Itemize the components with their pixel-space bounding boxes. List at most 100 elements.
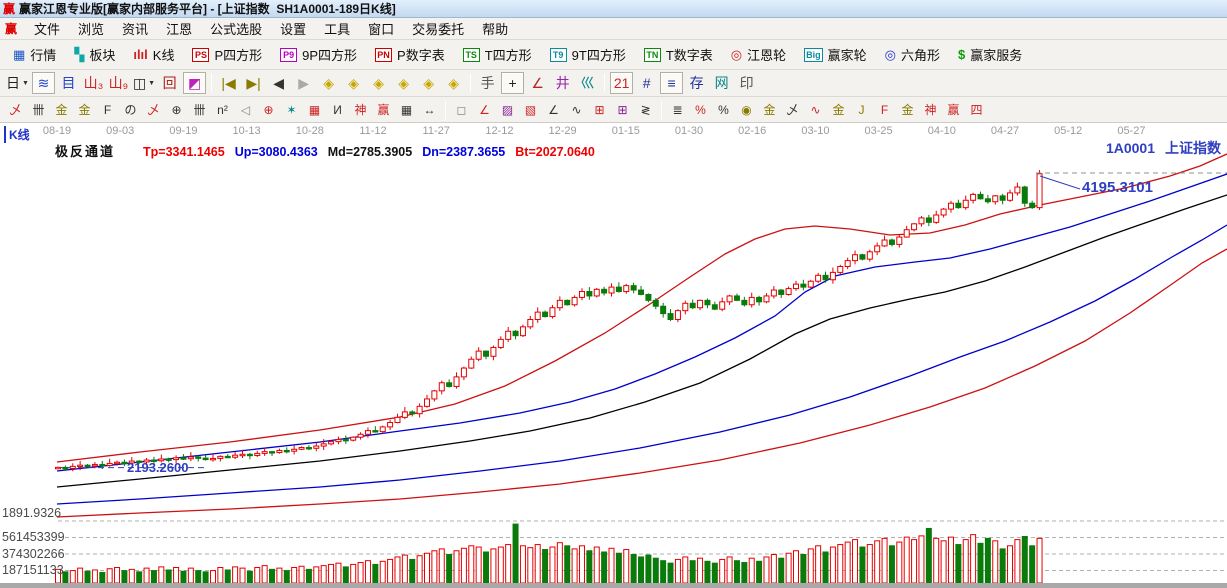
toolbar-winner-service[interactable]: $ 赢家服务 [949,45,1031,64]
circle-cross-icon[interactable]: ⊕ [263,102,274,117]
gann-frame-icon[interactable]: 回 [162,75,177,91]
four-angle-icon[interactable]: 四 [970,102,983,117]
j-angle-icon[interactable]: J [858,102,865,117]
pen-gauge-icon[interactable]: 乄 [9,102,22,117]
gold-gauge-1-icon[interactable]: 金 [55,102,68,117]
date-tick: 12-29 [548,125,577,137]
diamond-shift-left-icon[interactable]: ◈ [323,75,334,91]
gold-gauge-2-icon[interactable]: 金 [78,102,91,117]
fan-box-icon[interactable]: ▨ [501,102,514,117]
scroll-left-icon[interactable]: ◀ [273,75,284,91]
toolbar-gann-wheel[interactable]: ◎ 江恩轮 [722,45,795,64]
n-wave-icon[interactable]: И [333,102,342,117]
period-daily-dropdown-icon[interactable]: 日 ▼ [6,75,29,91]
spiral-gauge-icon[interactable]: の [124,102,137,117]
network-icon[interactable]: 网 [714,75,729,91]
gold-lines-icon[interactable]: 金 [763,102,776,117]
grid-box-icon[interactable]: ⊞ [617,102,628,117]
gold-angle-icon[interactable]: 金 [901,102,914,117]
toolbar-sectors[interactable]: ▚ 板块 [65,45,124,64]
menu-工具[interactable]: 工具 [324,22,351,37]
fan-box-2-icon[interactable]: ▧ [524,102,537,117]
gold-underline-icon[interactable]: 金 [832,102,845,117]
jump-last-icon[interactable]: ▶| [246,75,261,91]
cycle-gauge-icon[interactable]: ⊕ [171,102,182,117]
channel-lines-icon[interactable]: ≷ [640,102,651,117]
time-ruler-2-icon[interactable]: 卌 [193,102,206,117]
diamond-zoom-in-icon[interactable]: ◈ [373,75,384,91]
toolbar-winner-wheel[interactable]: Big 赢家轮 [795,45,876,64]
shen-gauge-icon[interactable]: 神 [354,102,367,117]
step-chart-3-icon[interactable]: 山₃ [83,75,104,91]
gold-circle-icon[interactable]: ◉ [741,102,752,117]
menu-帮助[interactable]: 帮助 [482,22,509,37]
minute-chart-window-icon[interactable]: ≋ [31,72,55,94]
print-icon[interactable]: 印 [739,75,754,91]
diamond-zoom-out-icon[interactable]: ◈ [398,75,409,91]
save-icon[interactable]: 存 [689,75,704,91]
toolbar-hexagon[interactable]: ◎ 六角形 [876,45,949,64]
indicator-name[interactable]: 极反通道 [55,144,116,159]
info-panel-icon[interactable]: 目 [61,75,76,91]
toolbar-p-square[interactable]: PS P四方形 [183,45,271,64]
toolbar-t-square[interactable]: TS T四方形 [454,45,541,64]
toolbar-9p-square[interactable]: P9 9P四方形 [271,45,366,64]
step-chart-9-icon[interactable]: 山₉ [108,75,129,91]
toolbar-t-number-table[interactable]: TN T数字表 [635,45,722,64]
wave-tool-icon[interactable]: 巛 [580,75,595,91]
dot-grid-icon[interactable]: ✶ [286,102,297,117]
grid-dots-icon[interactable]: ⊞ [594,102,605,117]
f-angle-icon[interactable]: F [880,102,889,117]
crosshair-icon[interactable]: + [501,72,525,94]
mirror-angle-icon[interactable]: ◁ [240,102,251,117]
menu-浏览[interactable]: 浏览 [78,22,105,37]
percent-line-icon[interactable]: % [695,102,706,117]
menu-资讯[interactable]: 资讯 [122,22,149,37]
toolbar-p-number-table[interactable]: PN P数字表 [366,45,454,64]
menu-窗口[interactable]: 窗口 [368,22,395,37]
menu-交易委托[interactable]: 交易委托 [412,22,465,37]
notes-icon[interactable]: ≡ [660,72,684,94]
jump-first-icon[interactable]: |◀ [221,75,236,91]
box-tool-icon[interactable]: ◻ [456,102,467,117]
winner-angle-icon[interactable]: 赢 [947,102,960,117]
winner-gauge-icon[interactable]: 赢 [377,102,390,117]
red-grid-icon[interactable]: ▦ [308,102,321,117]
menu-设置[interactable]: 设置 [280,22,307,37]
diamond-shift-right-icon[interactable]: ◈ [348,75,359,91]
toolbar-kline[interactable]: ılıl K线 [124,45,183,64]
menu-文件[interactable]: 文件 [34,22,61,37]
ink-tool-icon[interactable]: 乄 [786,102,799,117]
diamond-expand-icon[interactable]: ◈ [423,75,434,91]
calendar-icon[interactable]: 21 [610,72,634,94]
shen-angle-icon[interactable]: 神 [924,102,937,117]
toolbar-9t-square[interactable]: T9 9T四方形 [541,45,635,64]
menu-江恩[interactable]: 江恩 [166,22,193,37]
angle-measure-icon[interactable]: ∠ [531,75,544,91]
gann-grid-tool-icon[interactable]: 井 [555,75,570,91]
mdi-child-icon[interactable]: 赢 [5,22,18,36]
square-numbers-icon[interactable]: n² [217,102,228,117]
number-ruler-icon[interactable]: ▦ [400,102,413,117]
pane-label-kline[interactable]: K线 [4,126,30,143]
gann-fan-icon[interactable]: ∠ [479,102,490,117]
wave-line-icon[interactable]: ∿ [571,102,582,117]
kline-chart-canvas[interactable] [0,123,1227,588]
width-measure-icon[interactable]: ↔ [423,102,436,117]
scroll-right-icon[interactable]: ▶ [298,75,309,91]
calculator-icon[interactable]: # [642,75,651,91]
pen-gauge-2-icon[interactable]: 乄 [147,102,160,117]
toolbar-market-quotes[interactable]: ▦ 行情 [4,45,65,64]
diamond-center-icon[interactable]: ◈ [448,75,459,91]
menu-公式选股[interactable]: 公式选股 [210,22,263,37]
color-chart-icon[interactable]: ◩ [183,72,207,94]
price-ruler-icon[interactable]: ≣ [672,102,683,117]
speed-line-icon[interactable]: ∠ [548,102,559,117]
hand-pan-icon[interactable]: 手 [480,75,495,91]
percent-icon[interactable]: % [718,102,729,117]
fib-ruler-icon[interactable]: F [103,102,112,117]
time-ruler-icon[interactable]: 卌 [32,102,45,117]
candle-style-dropdown-icon[interactable]: ◫ ▼ [132,75,156,91]
date-tick: 05-12 [1054,125,1083,137]
wave-box-icon[interactable]: ∿ [810,102,821,117]
